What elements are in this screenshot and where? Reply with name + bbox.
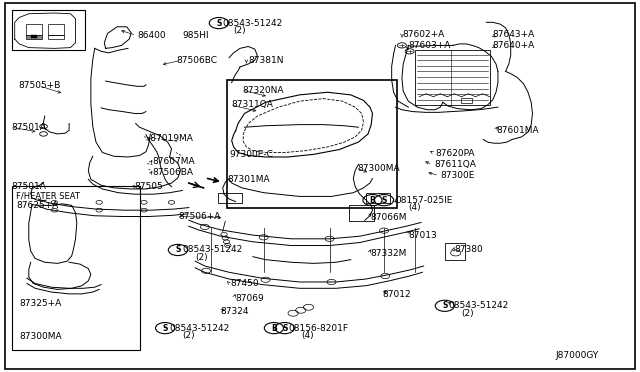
Text: 08543-51242: 08543-51242 xyxy=(182,246,243,254)
Text: S: S xyxy=(282,324,287,333)
Text: 97300E-C: 97300E-C xyxy=(229,150,273,159)
Text: 87013: 87013 xyxy=(408,231,437,240)
Text: 87611QA: 87611QA xyxy=(434,160,476,169)
Text: J87000GY: J87000GY xyxy=(556,351,599,360)
Text: 87381N: 87381N xyxy=(248,56,284,65)
Text: 87300E: 87300E xyxy=(440,171,475,180)
Text: 87602+A: 87602+A xyxy=(402,30,444,39)
Text: 08156-8201F: 08156-8201F xyxy=(288,324,348,333)
Bar xyxy=(445,243,465,260)
Bar xyxy=(227,80,397,208)
Text: B: B xyxy=(271,324,276,333)
Text: 87506BA: 87506BA xyxy=(152,169,193,177)
Text: S: S xyxy=(216,19,221,28)
Text: 87506BC: 87506BC xyxy=(176,56,217,65)
Text: 87501A: 87501A xyxy=(12,182,46,191)
Text: 08543-51242: 08543-51242 xyxy=(170,324,230,333)
Text: 87311QA: 87311QA xyxy=(232,100,273,109)
Text: 87505+B: 87505+B xyxy=(18,81,60,90)
Bar xyxy=(48,35,64,39)
Text: S: S xyxy=(163,324,168,333)
Text: 86400: 86400 xyxy=(138,31,166,40)
Text: 87320NA: 87320NA xyxy=(242,86,284,94)
Text: F/HEATER SEAT: F/HEATER SEAT xyxy=(16,192,80,201)
Text: (4): (4) xyxy=(301,331,314,340)
Text: 985HI: 985HI xyxy=(182,31,209,40)
Text: (4): (4) xyxy=(408,203,421,212)
Bar xyxy=(461,98,472,103)
Text: 87607MA: 87607MA xyxy=(152,157,195,166)
Bar xyxy=(218,193,242,203)
Text: 08543-51242: 08543-51242 xyxy=(448,301,508,310)
Text: 87332M: 87332M xyxy=(370,249,406,258)
Bar xyxy=(349,205,374,221)
Bar xyxy=(31,35,37,38)
Bar xyxy=(26,35,42,39)
Text: 87069: 87069 xyxy=(236,294,264,303)
Text: 87324: 87324 xyxy=(221,307,250,316)
Bar xyxy=(366,193,390,203)
Text: 87300MA: 87300MA xyxy=(357,164,400,173)
Text: (2): (2) xyxy=(461,309,474,318)
Text: 87066M: 87066M xyxy=(370,213,406,222)
Text: 08543-51242: 08543-51242 xyxy=(223,19,283,28)
Text: S: S xyxy=(442,301,447,310)
Text: 87505: 87505 xyxy=(134,182,163,191)
Text: 87506+A: 87506+A xyxy=(178,212,220,221)
Text: (2): (2) xyxy=(182,331,195,340)
Text: 87012: 87012 xyxy=(383,290,412,299)
Text: 87450: 87450 xyxy=(230,279,259,288)
Bar xyxy=(48,24,64,35)
Text: 87501A: 87501A xyxy=(12,123,46,132)
Text: S: S xyxy=(175,246,180,254)
Text: 87640+A: 87640+A xyxy=(493,41,535,50)
Text: S: S xyxy=(381,196,387,205)
Bar xyxy=(12,186,140,350)
Text: 87643+A: 87643+A xyxy=(493,30,535,39)
Text: -87019MA: -87019MA xyxy=(147,134,193,143)
Text: 87300MA: 87300MA xyxy=(19,332,62,341)
Text: (2): (2) xyxy=(195,253,208,262)
Bar xyxy=(12,10,85,50)
Bar xyxy=(26,24,42,35)
Bar xyxy=(415,50,490,105)
Text: 08157-025IE: 08157-025IE xyxy=(396,196,453,205)
Text: 87601MA: 87601MA xyxy=(496,126,539,135)
Text: 87603+A: 87603+A xyxy=(408,41,451,50)
Text: 87301MA: 87301MA xyxy=(227,175,270,184)
Text: (2): (2) xyxy=(234,26,246,35)
Text: 87380: 87380 xyxy=(454,246,483,254)
Text: 87620PA: 87620PA xyxy=(435,149,475,158)
Text: 87325+A: 87325+A xyxy=(19,299,61,308)
Text: 87625+A: 87625+A xyxy=(16,201,58,210)
Text: B: B xyxy=(370,196,375,205)
